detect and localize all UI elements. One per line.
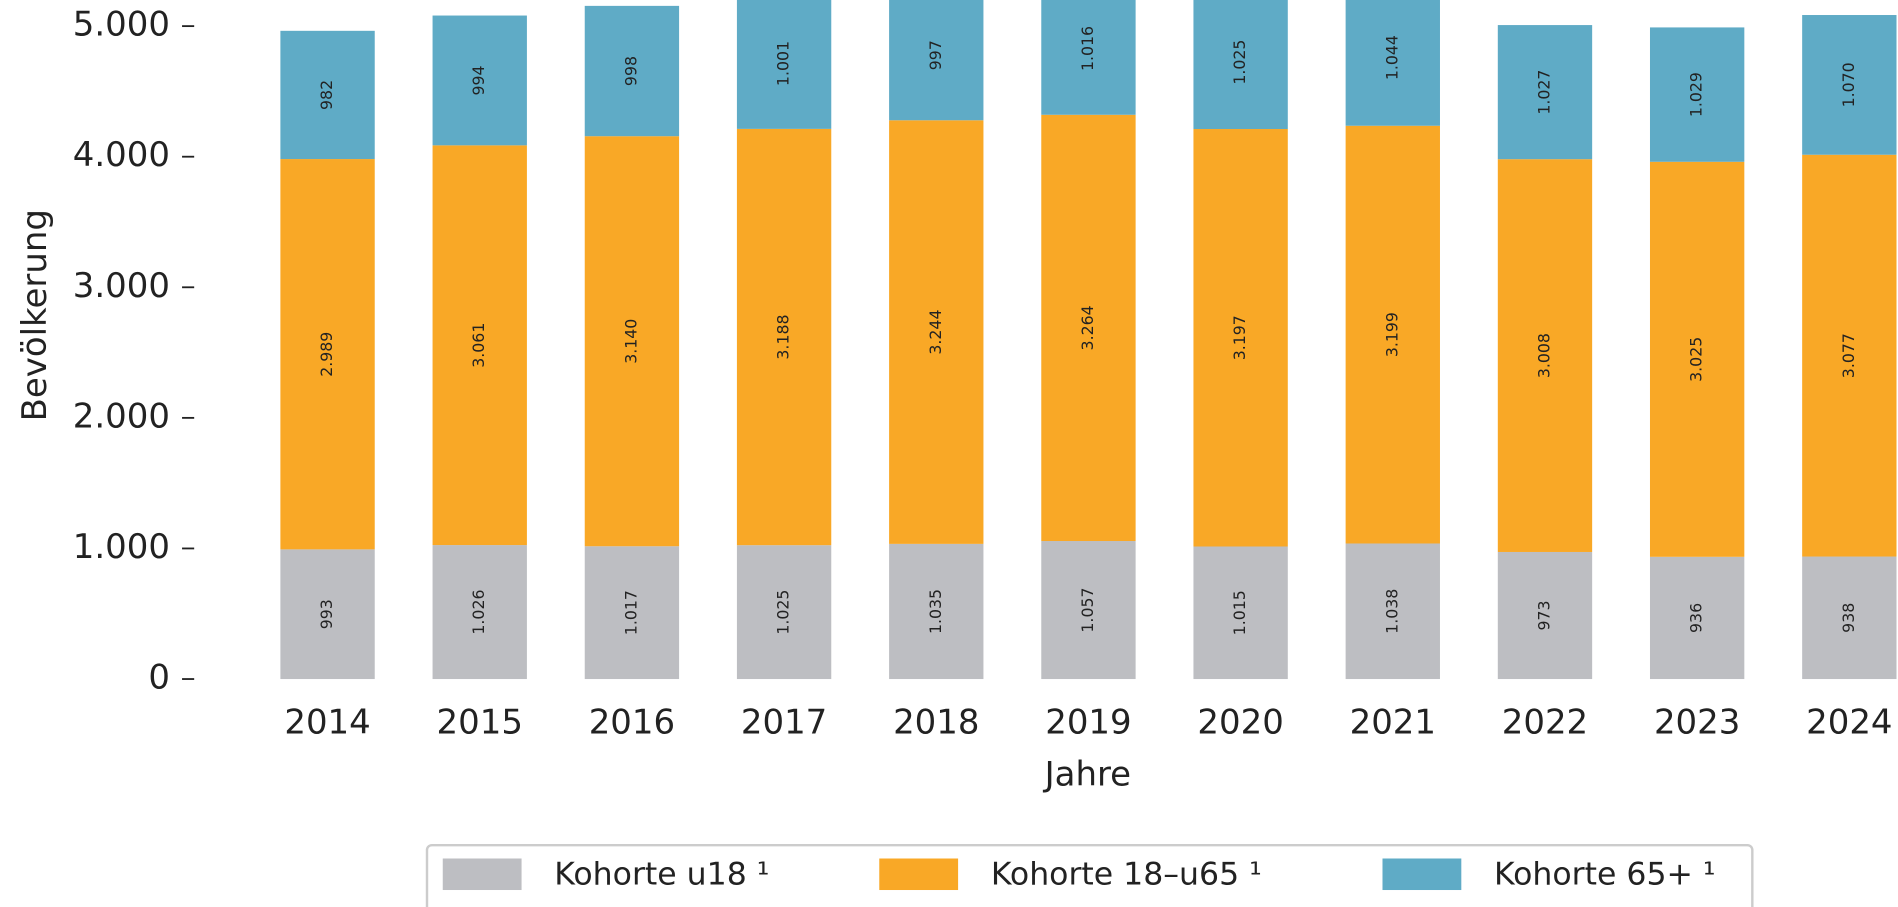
legend-swatch [442, 858, 522, 891]
value-label: 3.244 [926, 310, 945, 355]
y-tick-label: 4.000 [73, 135, 170, 175]
value-label: 1.015 [1230, 590, 1249, 635]
bar-segment [1193, 129, 1288, 547]
value-label: 3.077 [1839, 333, 1858, 378]
bar-segment [1041, 541, 1136, 680]
y-tick-label: 0 [148, 658, 170, 698]
value-label: 993 [317, 599, 336, 629]
x-axis-label: Jahre [1043, 755, 1131, 795]
bar-segment [736, 0, 832, 129]
value-label: 1.025 [1230, 40, 1249, 85]
value-label: 982 [317, 80, 336, 110]
bar-segment [1345, 543, 1440, 680]
value-label: 3.140 [621, 319, 640, 364]
value-label: 1.001 [774, 41, 793, 86]
legend-swatch [1382, 858, 1462, 891]
x-tick-label: 2024 [1806, 702, 1892, 742]
bar-segment [584, 5, 680, 137]
bar-segment [1041, 0, 1136, 115]
x-tick-label: 2015 [437, 702, 523, 742]
bar-segment [432, 145, 527, 546]
bar-segment [1649, 161, 1745, 557]
value-label: 3.025 [1687, 337, 1706, 382]
value-label: 1.038 [1382, 589, 1401, 634]
y-tick-label: 1.000 [73, 527, 170, 567]
bar-segment [432, 15, 527, 146]
bar-segment [1802, 154, 1897, 557]
bar-segment [1345, 125, 1440, 544]
value-label: 1.017 [621, 590, 640, 635]
bar-segment [889, 120, 984, 544]
value-label: 1.070 [1839, 62, 1858, 107]
bar-segment [584, 136, 680, 547]
legend-label: Kohorte 65+ ¹ [1494, 856, 1716, 892]
value-label: 1.029 [1687, 72, 1706, 117]
y-axis-label: Bevölkerung [15, 209, 55, 421]
bar-segment [1649, 556, 1745, 680]
value-label: 1.044 [1382, 35, 1401, 80]
x-tick-label: 2018 [893, 702, 979, 742]
legend-label: Kohorte u18 ¹ [554, 856, 769, 892]
value-label: 1.027 [1534, 70, 1553, 115]
value-label: 998 [621, 56, 640, 86]
y-tick-label: 3.000 [73, 266, 170, 306]
bar-segment [1041, 114, 1136, 542]
x-tick-label: 2016 [589, 702, 675, 742]
value-label: 3.008 [1534, 333, 1553, 378]
value-label: 938 [1839, 603, 1858, 633]
x-tick-label: 2023 [1654, 702, 1740, 742]
value-label: 997 [926, 40, 945, 70]
bar-segment [1649, 27, 1745, 162]
bar-segment [280, 30, 375, 160]
value-label: 3.197 [1230, 315, 1249, 360]
x-tick-label: 2014 [284, 702, 370, 742]
bar-segment [1193, 0, 1288, 130]
value-label: 1.057 [1078, 587, 1097, 632]
y-tick-label: 2.000 [73, 396, 170, 436]
bar-segment [889, 543, 984, 680]
value-label: 936 [1687, 603, 1706, 633]
bar-segment [1802, 15, 1897, 155]
x-tick-label: 2017 [741, 702, 827, 742]
value-label: 973 [1534, 600, 1553, 630]
value-label: 3.188 [774, 314, 793, 359]
bar-segment [1193, 546, 1288, 680]
value-label: 2.989 [317, 332, 336, 377]
value-label: 1.026 [469, 590, 488, 635]
bar-segment [280, 549, 375, 680]
bar-segment [736, 128, 832, 546]
value-label: 1.035 [926, 589, 945, 634]
value-label: 3.199 [1382, 312, 1401, 357]
bar-segment [1497, 25, 1593, 160]
value-label: 994 [469, 65, 488, 95]
value-label: 1.016 [1078, 26, 1097, 71]
x-tick-label: 2020 [1197, 702, 1283, 742]
x-tick-label: 2022 [1502, 702, 1588, 742]
bar-segment [1497, 159, 1593, 552]
y-tick-label: 5.000 [73, 5, 170, 45]
bar-segment [889, 0, 984, 121]
value-label: 3.061 [469, 323, 488, 368]
legend-label: Kohorte 18–u65 ¹ [991, 856, 1262, 892]
bar-segment [1345, 0, 1440, 126]
bar-segment [736, 545, 832, 680]
value-label: 3.264 [1078, 305, 1097, 350]
bar-segment [1802, 556, 1897, 680]
x-tick-label: 2021 [1350, 702, 1436, 742]
bar-segment [584, 546, 680, 680]
value-label: 1.025 [774, 590, 793, 635]
bar-segment [1497, 551, 1593, 680]
bar-segment [432, 545, 527, 680]
x-tick-label: 2019 [1045, 702, 1131, 742]
bar-segment [280, 159, 375, 550]
legend-swatch [879, 858, 959, 891]
